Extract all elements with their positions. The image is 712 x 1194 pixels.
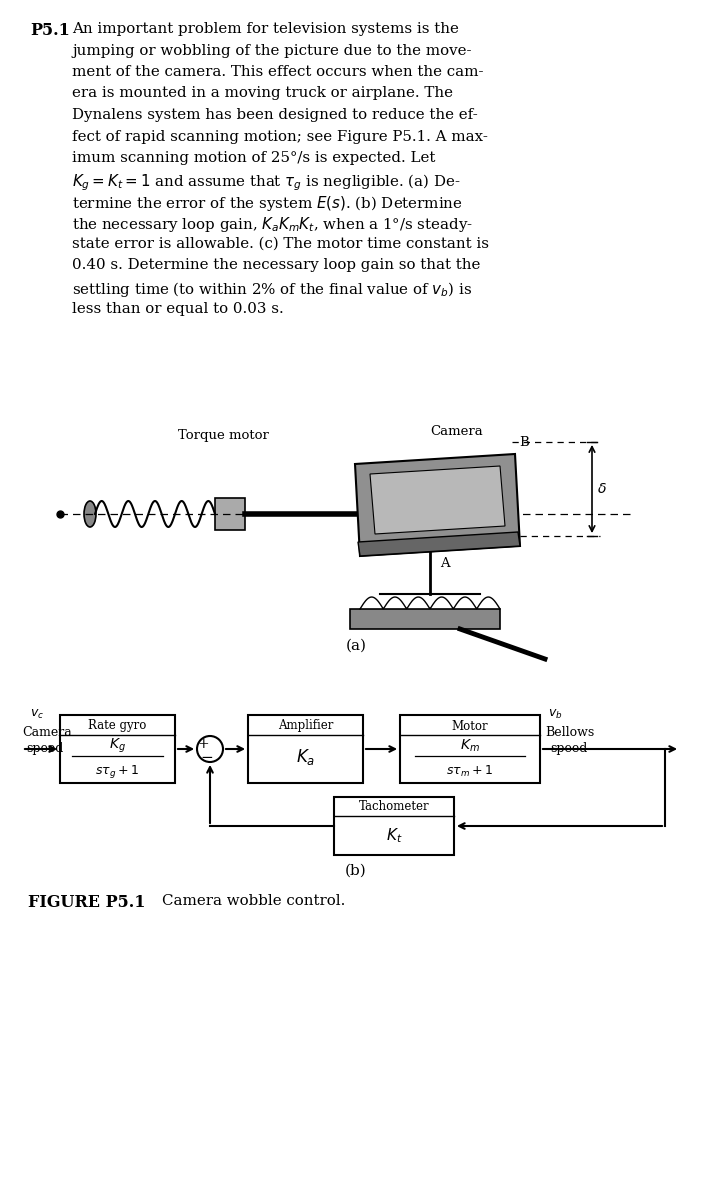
FancyBboxPatch shape [350,609,500,629]
FancyBboxPatch shape [400,715,540,783]
Text: less than or equal to 0.03 s.: less than or equal to 0.03 s. [72,302,284,315]
Text: state error is allowable. (c) The motor time constant is: state error is allowable. (c) The motor … [72,236,489,251]
Text: $\delta$: $\delta$ [597,482,607,496]
Text: (a): (a) [345,639,367,653]
Text: era is mounted in a moving truck or airplane. The: era is mounted in a moving truck or airp… [72,86,453,100]
Polygon shape [355,454,520,556]
Text: Motor: Motor [451,720,488,732]
Text: settling time (to within 2% of the final value of $v_b$) is: settling time (to within 2% of the final… [72,281,472,298]
Text: speed: speed [550,741,587,755]
Text: A: A [440,556,449,570]
Text: Dynalens system has been designed to reduce the ef-: Dynalens system has been designed to red… [72,107,478,122]
Text: fect of rapid scanning motion; see Figure P5.1. A max-: fect of rapid scanning motion; see Figur… [72,129,488,143]
Text: $K_a$: $K_a$ [296,747,315,767]
Text: −: − [201,751,214,765]
Text: +: + [197,737,209,751]
Text: $s\tau_m + 1$: $s\tau_m + 1$ [446,763,493,778]
Text: $v_c$: $v_c$ [30,708,44,721]
Text: Camera wobble control.: Camera wobble control. [162,894,345,907]
FancyBboxPatch shape [334,798,454,855]
Text: termine the error of the system $E(s)$. (b) Determine: termine the error of the system $E(s)$. … [72,193,463,213]
Text: FIGURE P5.1: FIGURE P5.1 [28,894,145,911]
Ellipse shape [84,501,96,527]
Text: speed: speed [26,741,63,755]
Polygon shape [358,533,520,556]
Text: $K_t$: $K_t$ [386,826,402,845]
Text: 0.40 s. Determine the necessary loop gain so that the: 0.40 s. Determine the necessary loop gai… [72,258,481,272]
Text: imum scanning motion of 25°/s is expected. Let: imum scanning motion of 25°/s is expecte… [72,150,435,165]
Text: Rate gyro: Rate gyro [88,720,147,732]
Polygon shape [370,466,505,534]
Text: ment of the camera. This effect occurs when the cam-: ment of the camera. This effect occurs w… [72,64,483,79]
FancyBboxPatch shape [215,498,245,530]
Text: Amplifier: Amplifier [278,720,333,732]
Text: $K_g$: $K_g$ [109,737,126,755]
Text: P5.1: P5.1 [30,21,70,39]
Text: the necessary loop gain, $K_aK_mK_t$, when a 1°/s steady-: the necessary loop gain, $K_aK_mK_t$, wh… [72,215,473,234]
Text: jumping or wobbling of the picture due to the move-: jumping or wobbling of the picture due t… [72,43,471,57]
Text: $K_m$: $K_m$ [460,738,480,755]
Text: Camera: Camera [430,425,483,438]
Text: Tachometer: Tachometer [359,800,429,812]
Text: B: B [519,436,529,449]
Text: (b): (b) [345,864,367,878]
Text: Bellows: Bellows [545,726,595,739]
FancyBboxPatch shape [60,715,175,783]
Text: $s\tau_g + 1$: $s\tau_g + 1$ [95,763,140,780]
FancyBboxPatch shape [248,715,363,783]
Text: Camera: Camera [22,726,72,739]
Text: $v_b$: $v_b$ [548,708,562,721]
Text: $K_g = K_t = 1$ and assume that $\tau_g$ is negligible. (a) De-: $K_g = K_t = 1$ and assume that $\tau_g$… [72,172,461,193]
Text: An important problem for television systems is the: An important problem for television syst… [72,21,459,36]
Text: Torque motor: Torque motor [178,429,269,442]
